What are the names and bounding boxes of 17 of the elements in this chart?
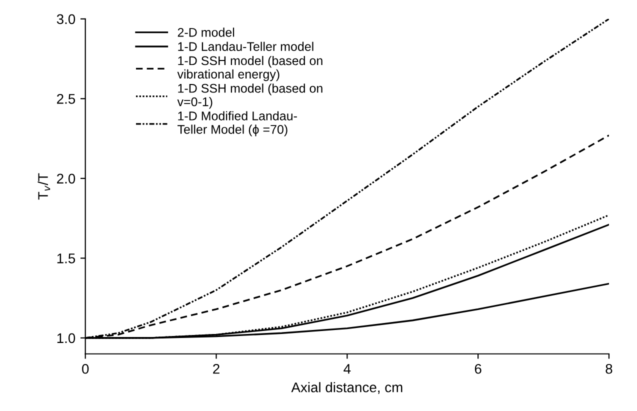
x-tick-label: 0: [82, 364, 89, 374]
y-tick-label: 2.5: [57, 94, 76, 104]
legend-label: 1-D Modified Landau- Teller Model (ϕ =70): [178, 111, 297, 136]
legend-label: 1-D SSH model (based on vibrational energy): [177, 56, 322, 82]
legend-label: 1-D Landau-Teller model: [178, 42, 314, 51]
x-tick-label: 4: [344, 364, 351, 374]
x-tick-label: 6: [474, 364, 482, 374]
y-tick-label: 1.5: [57, 254, 76, 264]
x-tick-label: 2: [213, 364, 220, 374]
y-tick-label: 2.0: [57, 174, 76, 184]
y-tick-label: 3.0: [56, 14, 76, 24]
legend-label: 2-D model: [178, 28, 234, 37]
y-tick-label: 1.0: [57, 333, 76, 344]
legend-label: 1-D SSH model (based on v=0-1): [177, 84, 322, 109]
x-axis-title: Axial distance, cm: [291, 382, 402, 394]
x-tick-label: 8: [606, 364, 612, 374]
y-axis-title: T$_{v}$/T: [38, 173, 50, 200]
